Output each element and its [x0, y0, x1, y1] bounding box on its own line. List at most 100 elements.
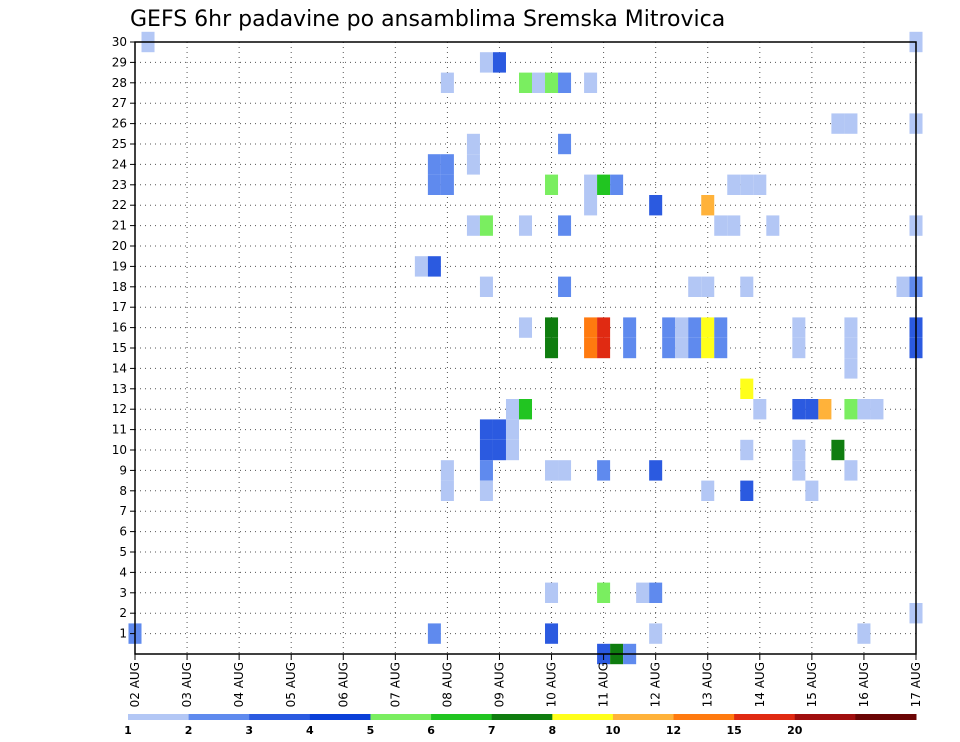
- heatmap-cell: [792, 399, 806, 420]
- heatmap-cell: [505, 419, 519, 440]
- y-tick-label: 21: [112, 219, 127, 233]
- heatmap-cell: [479, 460, 493, 481]
- heatmap-cell: [675, 317, 689, 338]
- heatmap-cell: [558, 276, 572, 297]
- heatmap-cell: [844, 337, 858, 359]
- heatmap-cell: [466, 154, 480, 175]
- heatmap-cell: [688, 276, 702, 297]
- heatmap-cell: [545, 623, 559, 644]
- heatmap-cell: [662, 337, 676, 359]
- heatmap-cell: [440, 154, 454, 175]
- y-tick-label: 30: [112, 35, 127, 49]
- y-tick-label: 14: [112, 361, 127, 375]
- heatmap-cell: [740, 378, 754, 399]
- heatmap-cell: [532, 72, 546, 93]
- heatmap-cell: [597, 337, 611, 359]
- heatmap-cell: [479, 480, 493, 501]
- heatmap-cell: [649, 582, 663, 603]
- heatmap-cell: [896, 276, 910, 297]
- heatmap-cell: [805, 480, 819, 501]
- colorbar-label: 20: [787, 724, 803, 737]
- x-tick-label: 08 AUG: [440, 662, 454, 707]
- heatmap-cell: [466, 133, 480, 155]
- y-tick-label: 20: [112, 239, 127, 253]
- chart-title: GEFS 6hr padavine po ansamblima Sremska …: [130, 7, 725, 32]
- heatmap-cell: [662, 317, 676, 338]
- heatmap-cell: [870, 399, 884, 420]
- heatmap-cell: [492, 439, 506, 461]
- heatmap-cell: [805, 399, 819, 420]
- heatmap-cell: [558, 133, 572, 155]
- heatmap-cell: [701, 195, 715, 216]
- heatmap-cell: [844, 399, 858, 420]
- heatmap-cell: [427, 174, 441, 195]
- heatmap-cell: [518, 399, 533, 420]
- heatmap-cell: [792, 337, 806, 359]
- y-tick-label: 12: [112, 402, 127, 416]
- heatmap-cell: [688, 317, 702, 338]
- heatmap-cell: [636, 582, 650, 603]
- heatmap-cell: [545, 174, 559, 195]
- colorbar-swatch: [491, 714, 553, 720]
- heatmap-cell: [714, 215, 728, 236]
- colorbar-label: 4: [306, 724, 314, 737]
- heatmap-cell: [597, 317, 611, 338]
- heatmap-cell: [649, 460, 663, 481]
- heatmap-cell: [740, 439, 754, 461]
- heatmap-cell: [818, 399, 832, 420]
- x-tick-label: 12 AUG: [649, 662, 663, 707]
- colorbar-label: 12: [666, 724, 681, 737]
- heatmap-cell: [479, 215, 493, 236]
- colorbar-label: 7: [488, 724, 496, 737]
- heatmap-cell: [479, 52, 493, 73]
- y-tick-label: 24: [112, 157, 127, 171]
- colorbar-swatch: [249, 714, 311, 720]
- heatmap-cell: [440, 174, 454, 195]
- heatmap-cell: [518, 72, 533, 93]
- grid-lines: [135, 42, 916, 654]
- heatmap-cell: [584, 72, 598, 93]
- colorbar-label: 1: [124, 724, 132, 737]
- y-tick-label: 28: [112, 76, 127, 90]
- x-tick-label: 02 AUG: [128, 662, 142, 707]
- heatmap-cell: [740, 480, 754, 501]
- colorbar-swatch: [612, 714, 675, 720]
- heatmap-cell: [701, 480, 715, 501]
- colorbar-label: 8: [548, 724, 556, 737]
- colorbar-label: 3: [245, 724, 253, 737]
- heatmap-cell: [792, 317, 806, 338]
- y-tick-label: 19: [112, 259, 127, 273]
- colorbar: 1 2 3 4 5 6 7 8 10 12 15 20: [124, 714, 917, 737]
- heatmap-cell: [440, 460, 454, 481]
- y-tick-label: 16: [112, 321, 127, 335]
- heatmap-cell: [844, 113, 858, 134]
- heatmap-cell: [558, 72, 572, 93]
- heatmap-cell: [597, 174, 611, 195]
- heatmap-cell: [479, 439, 493, 461]
- heatmap-cell: [584, 195, 598, 216]
- x-tick-label: 05 AUG: [284, 662, 298, 707]
- x-tick-label: 14 AUG: [753, 662, 767, 707]
- y-tick-label: 27: [112, 96, 127, 110]
- heatmap-cell: [844, 317, 858, 338]
- y-tick-label: 8: [119, 484, 127, 498]
- heatmap-cell: [623, 317, 637, 338]
- x-tick-label: 11 AUG: [597, 662, 611, 707]
- heatmap-cell: [558, 215, 572, 236]
- heatmap-cell: [727, 215, 741, 236]
- heatmap-cell: [753, 399, 767, 420]
- heatmap-cell: [649, 623, 663, 644]
- x-tick-label: 03 AUG: [180, 662, 194, 707]
- y-tick-label: 2: [119, 606, 127, 620]
- heatmap-cell: [740, 174, 754, 195]
- heatmap-cell: [440, 480, 454, 501]
- heatmap-cell: [505, 399, 519, 420]
- heatmap-cell: [584, 337, 598, 359]
- heatmap-cell: [597, 582, 611, 603]
- heatmap-cell: [857, 623, 871, 644]
- colorbar-swatch: [188, 714, 250, 720]
- y-tick-label: 18: [112, 280, 127, 294]
- x-tick-label: 16 AUG: [857, 662, 871, 707]
- x-tick-label: 09 AUG: [492, 662, 506, 707]
- heatmap-cell: [623, 337, 637, 359]
